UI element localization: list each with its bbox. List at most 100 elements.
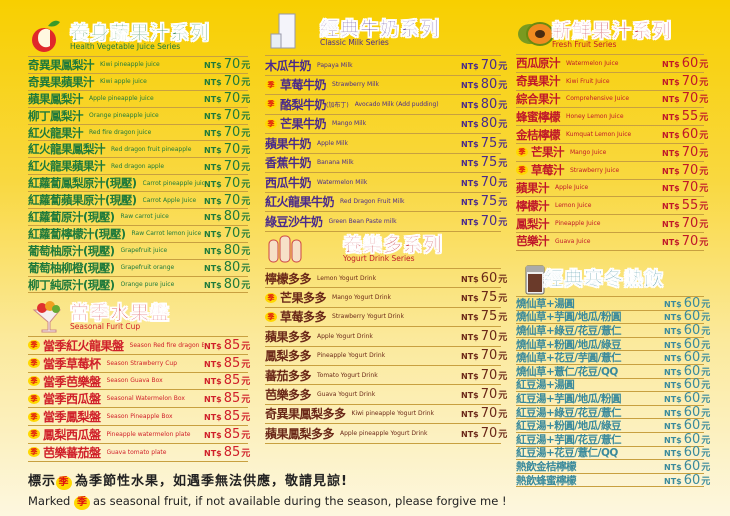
menu-item[interactable]: 蘋果多多 Apple Yogurt Drink NT$ 70元 <box>265 327 507 347</box>
menu-item[interactable]: 季 鳳梨西瓜盤 Pineapple watermelon plate NT$ 85… <box>28 426 250 444</box>
menu-item[interactable]: 季 草莓汁 Strawberry Juice NT$ 70元 <box>516 162 708 180</box>
unit: 元 <box>498 352 508 363</box>
menu-item[interactable]: 檸檬汁 Lemon Juice NT$ 55元 <box>516 197 708 216</box>
menu-item[interactable]: 奇異果鳳梨多多 Kiwi pineapple Yogurt Drink NT$ 7… <box>265 405 507 425</box>
item-name-zh: 當季草莓杯 <box>43 356 101 371</box>
price-value: 85 <box>223 409 241 425</box>
section-title: 養樂多系列 <box>343 234 444 256</box>
price-value: 85 <box>223 337 241 353</box>
menu-item[interactable]: 檸檬多多 Lemon Yogurt Drink NT$ 60元 <box>265 269 507 289</box>
menu-item[interactable]: 金桔檸檬 Kumquat Lemon Juice NT$ 60元 <box>516 126 708 144</box>
menu-item[interactable]: 紅豆湯+花豆/薏仁/QQ NT$ 60元 <box>516 445 710 460</box>
menu-item[interactable]: 季 當季西瓜盤 Seasonal Watermelon Box NT$ 85元 <box>28 390 250 409</box>
item-price: NT$ 70元 <box>204 57 250 72</box>
item-price: NT$ 70元 <box>461 348 507 363</box>
item-name-en: Red dragon fruit pineapple <box>111 145 192 153</box>
menu-item[interactable]: 燒仙草+薏仁/花豆/QQ NT$ 60元 <box>516 364 710 379</box>
menu-item[interactable]: 西瓜牛奶 Watermelon Milk NT$ 70元 <box>265 173 507 193</box>
menu-item[interactable]: 紅蘿蔔蘋果原汁(現壓) Carrot Apple Juice NT$ 70元 <box>28 192 250 210</box>
menu-item[interactable]: 芭樂多多 Guava Yogurt Drink NT$ 70元 <box>265 385 507 405</box>
menu-item[interactable]: 季 芒果多多 Mango Yogurt Drink NT$ 75元 <box>265 288 507 308</box>
menu-item[interactable]: 奇異果鳳梨汁 Kiwi pineapple juice NT$ 70元 <box>28 57 250 74</box>
menu-item[interactable]: 季 當季紅火龍果盤 Season Red fire dragon Box NT$… <box>28 337 250 355</box>
menu-item[interactable]: 紅蘿蔔檸檬汁(現壓) Raw Carrot lemon juice NT$ 70元 <box>28 226 250 243</box>
currency: NT$ <box>461 313 479 323</box>
menu-item[interactable]: 蜂蜜檸檬 Honey Lemon Juice NT$ 55元 <box>516 108 708 127</box>
menu-item[interactable]: 蘋果牛奶 Apple Milk NT$ 75元 <box>265 134 507 154</box>
unit: 元 <box>241 413 251 424</box>
menu-item[interactable]: 季 當季草莓杯 Season Strawberry Cup NT$ 85元 <box>28 355 250 373</box>
menu-item[interactable]: 熱飲蜂蜜檸檬 NT$ 60元 <box>516 472 710 488</box>
item-price: NT$ 55元 <box>662 109 708 124</box>
season-badge-icon: 季 <box>28 340 40 351</box>
menu-item[interactable]: 季 芒果汁 Mango Juice NT$ 70元 <box>516 144 708 162</box>
menu-item[interactable]: 燒仙草+綠豆/花豆/薏仁 NT$ 60元 <box>516 323 710 338</box>
menu-item[interactable]: 季 酪梨牛奶 (加布丁) Avocado Milk (Add pudding) … <box>265 95 507 115</box>
menu-item[interactable]: 季 當季芭樂盤 Season Guava Box NT$ 85元 <box>28 373 250 391</box>
menu-item[interactable]: 紅火龍果蘋果汁 Red dragon apple NT$ 70元 <box>28 158 250 176</box>
unit: 元 <box>701 367 711 378</box>
item-name-en: Guava Juice <box>555 237 591 245</box>
currency: NT$ <box>664 299 682 309</box>
item-name-zh: 蘋果汁 <box>516 180 550 195</box>
menu-item[interactable]: 燒仙草+芋圓/地瓜/粉圓 NT$ 60元 <box>516 309 710 324</box>
menu-item[interactable]: 季 草莓牛奶 Strawberry Milk NT$ 80元 <box>265 76 507 95</box>
menu-item[interactable]: 香蕉牛奶 Banana Milk NT$ 75元 <box>265 154 507 173</box>
item-name-zh: 紅豆湯+花豆/薏仁/QQ <box>516 447 618 460</box>
item-name-zh: 木瓜牛奶 <box>265 58 312 73</box>
menu-item[interactable]: 蘋果汁 Apple Juice NT$ 70元 <box>516 180 708 198</box>
price-value: 55 <box>681 198 699 214</box>
item-name-zh: 燒仙草+芋圓/地瓜/粉圓 <box>516 311 621 324</box>
menu-item[interactable]: 芭樂汁 Guava Juice NT$ 70元 <box>516 233 708 251</box>
menu-item[interactable]: 紅蘿蔔鳳梨原汁(現壓) Carrot pineapple juice NT$ 70… <box>28 175 250 193</box>
menu-item[interactable]: 奇異果蘋果汁 Kiwi apple juice NT$ 70元 <box>28 74 251 91</box>
menu-item[interactable]: 紅火龍果牛奶 Red Dragon Fruit Milk NT$ 75元 <box>265 193 507 212</box>
currency: NT$ <box>204 179 222 189</box>
menu-item[interactable]: 葡萄柚原汁(現壓) Grapefruit juice NT$ 80元 <box>28 243 250 260</box>
menu-item[interactable]: 燒仙草+湯圓 NT$ 60元 <box>516 296 710 311</box>
price-value: 60 <box>683 336 701 352</box>
menu-item[interactable]: 紅豆湯+芋圓/花豆/薏仁 NT$ 60元 <box>516 432 710 447</box>
menu-item[interactable]: 紅豆湯+粉圓/地瓜/綠豆 NT$ 60元 <box>516 418 710 433</box>
unit: 元 <box>498 410 508 421</box>
item-price: NT$ 70元 <box>204 108 250 123</box>
menu-item[interactable]: 紅豆湯+芋圓/地瓜/粉圓 NT$ 60元 <box>516 391 710 406</box>
menu-item[interactable]: 紅火龍果鳳梨汁 Red dragon fruit pineapple NT$ 70… <box>28 141 250 159</box>
menu-item[interactable]: 木瓜牛奶 Papaya Milk NT$ 70元 <box>265 56 507 76</box>
section-header: 養身蔬果汁系列 Health Vegetable Juice Series <box>28 16 248 56</box>
menu-item[interactable]: 紅豆湯+湯圓 NT$ 60元 <box>516 377 710 392</box>
menu-item[interactable]: 柳丁鳳梨汁 Orange pineapple juice NT$ 70元 <box>28 108 250 125</box>
section-subtitle: Fresh Fruit Series <box>552 40 617 49</box>
menu-item[interactable]: 季 芒果牛奶 Mango Milk NT$ 80元 <box>265 115 507 134</box>
menu-item[interactable]: 蕃茄多多 Tomato Yogurt Drink NT$ 70元 <box>265 366 507 386</box>
menu-item[interactable]: 鳳梨汁 Pineapple Juice NT$ 70元 <box>516 215 708 233</box>
menu-item[interactable]: 紅豆湯+綠豆/花豆/薏仁 NT$ 60元 <box>516 405 710 420</box>
item-name-en: Strawberry Milk <box>332 81 379 89</box>
menu-item[interactable]: 紅蘿蔔原汁(現壓) Raw carrot juice NT$ 80元 <box>28 209 250 226</box>
menu-item[interactable]: 柳丁純原汁(現壓) Orange pure juice NT$ 80元 <box>28 277 250 294</box>
menu-item[interactable]: 葡萄柚柳橙(現壓) Grapefruit orange NT$ 80元 <box>28 260 250 277</box>
currency: NT$ <box>664 408 682 418</box>
menu-item[interactable]: 燒仙草+粉圓/地瓜/綠豆 NT$ 60元 <box>516 336 710 352</box>
menu-item[interactable]: 蘋果鳳梨汁 Apple pineapple juice NT$ 70元 <box>28 91 250 108</box>
menu-item[interactable]: 西瓜原汁 Watermelon Juice NT$ 60元 <box>516 55 708 73</box>
item-price: NT$ 85元 <box>204 445 250 460</box>
menu-item[interactable]: 紅火龍果汁 Red fire dragon juice NT$ 70元 <box>28 125 250 142</box>
price-value: 60 <box>683 472 701 488</box>
menu-item[interactable]: 季 芭樂蕃茄盤 Guava tomato plate NT$ 85元 <box>28 444 250 462</box>
menu-item[interactable]: 綜合果汁 Comprehensive Juice NT$ 70元 <box>516 91 708 109</box>
menu-item[interactable]: 蘋果鳳梨多多 Apple pineapple Yogurt Drink NT$ 7… <box>265 424 507 444</box>
menu-item[interactable]: 燒仙草+花豆/芋圓/薏仁 NT$ 60元 <box>516 350 710 365</box>
menu-item[interactable]: 熱飲金桔檸檬 NT$ 60元 <box>516 459 710 474</box>
item-price: NT$ 70元 <box>461 368 507 383</box>
menu-item[interactable]: 鳳梨多多 Pineapple Yogurt Drink NT$ 70元 <box>265 347 507 366</box>
menu-item[interactable]: 季 草莓多多 Strawberry Yogurt Drink NT$ 75元 <box>265 308 507 328</box>
item-name-en: Banana Milk <box>317 159 354 167</box>
menu-item[interactable]: 奇異果汁 Kiwi Fruit Juice NT$ 70元 <box>516 73 708 91</box>
menu-item[interactable]: 綠豆沙牛奶 Green Bean Paste milk NT$ 70元 <box>265 212 507 232</box>
item-name-zh: 草莓汁 <box>531 163 565 178</box>
unit: 元 <box>241 78 251 89</box>
currency: NT$ <box>204 413 222 423</box>
item-price: NT$ 80元 <box>204 243 250 258</box>
menu-item[interactable]: 季 當季鳳梨盤 Season Pineapple Box NT$ 85元 <box>28 408 251 426</box>
